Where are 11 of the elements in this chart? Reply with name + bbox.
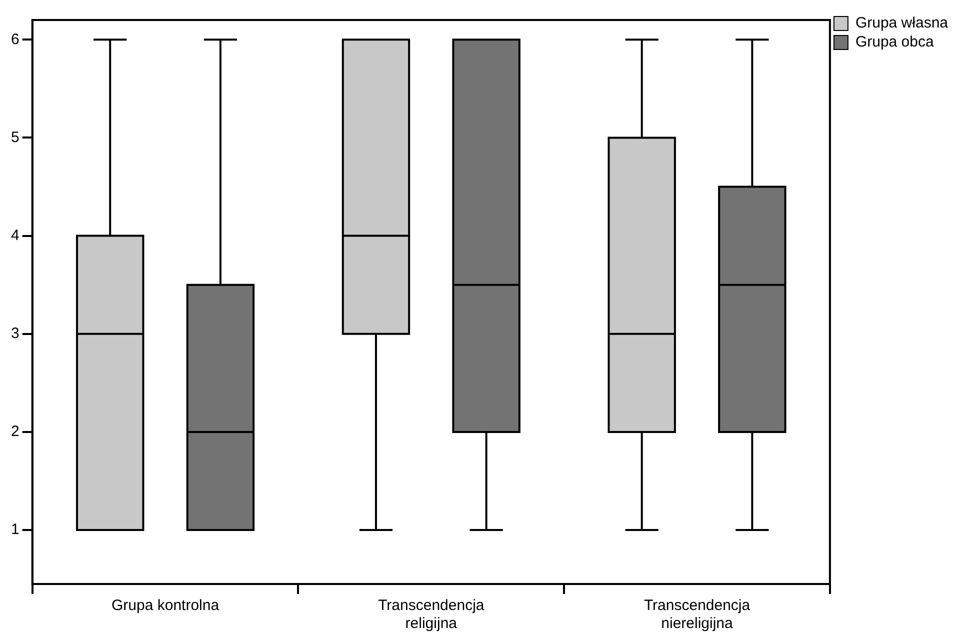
x-tick-label: Transcendencja religijna — [378, 597, 485, 632]
legend-label: Grupa własna — [855, 14, 949, 32]
y-tick-label: 3 — [11, 325, 20, 342]
y-tick-label: 5 — [11, 128, 20, 146]
y-tick-label: 4 — [11, 226, 20, 244]
x-tick-label: Transcendencja niereligijna — [644, 597, 751, 632]
y-tick-label: 6 — [11, 30, 20, 48]
y-tick-label: 2 — [11, 423, 20, 440]
legend-label: Grupa obca — [855, 34, 934, 51]
y-tick-label: 1 — [11, 521, 20, 538]
x-tick-label: Grupa kontrolna — [111, 597, 220, 614]
